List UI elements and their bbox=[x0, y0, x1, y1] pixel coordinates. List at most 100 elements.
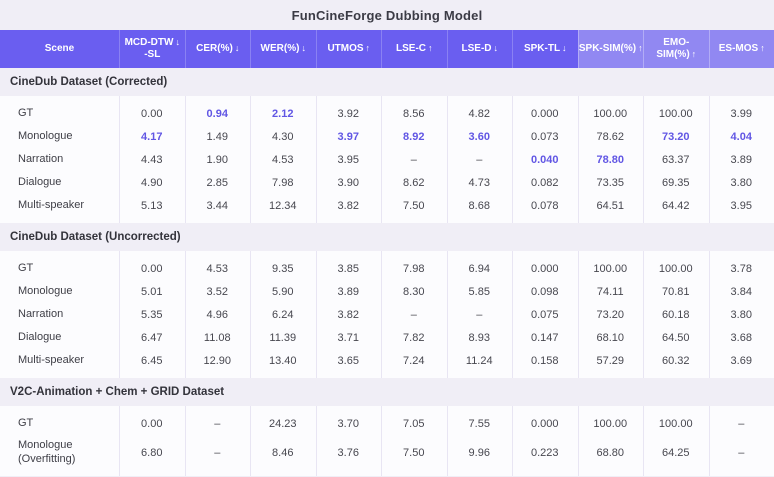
metric-cell-lse-c: 8.56 bbox=[403, 107, 425, 120]
metric-cell-emo-sim: 64.42 bbox=[661, 199, 690, 212]
metric-cell-lse-c: 7.98 bbox=[403, 262, 425, 275]
metric-cell-cer: 11.08 bbox=[203, 331, 231, 344]
table-row-multi-speaker: Multi-speaker 6.45 12.90 13.40 3.65 7.24 11.24… bbox=[0, 349, 774, 372]
metric-cell-emo-sim: 100.00 bbox=[658, 107, 693, 120]
metric-cell-lse-c: 7.24 bbox=[403, 354, 425, 367]
metric-cell-cer: 0.94 bbox=[206, 107, 228, 120]
metric-cell-cer: – bbox=[214, 418, 221, 430]
metric-cell-emo-sim: 100.00 bbox=[658, 262, 693, 275]
metric-cell-lse-c: 8.92 bbox=[403, 130, 425, 143]
metric-cell-utmos: 3.97 bbox=[337, 130, 359, 143]
metric-cell-wer: 11.39 bbox=[269, 331, 297, 344]
metric-cell-lse-d: 4.82 bbox=[468, 107, 490, 120]
metric-cell-lse-c: – bbox=[410, 153, 417, 166]
column-divider bbox=[708, 96, 710, 223]
metric-cell-mcd-dtw: 5.35 bbox=[141, 308, 163, 321]
metric-cell-spk-tl: 0.000 bbox=[530, 107, 559, 120]
column-label: UTMOS ↑ bbox=[327, 43, 371, 54]
column-header-mcd-dtw: MCD-DTW ↓ -SL bbox=[119, 30, 185, 68]
table-row-monologue-overfitting: Monologue (Overfitting) 6.80 – 8.46 3.76 7.50… bbox=[0, 436, 774, 470]
metric-cell-lse-d: 5.85 bbox=[468, 285, 490, 298]
metric-cell-es-mos: 3.99 bbox=[730, 107, 752, 120]
metric-cell-spk-sim: 78.80 bbox=[596, 153, 625, 166]
column-divider bbox=[512, 96, 513, 223]
metric-cell-spk-sim: 73.35 bbox=[596, 176, 625, 189]
column-divider bbox=[315, 406, 317, 476]
scene-cell: Narration bbox=[18, 152, 64, 165]
metric-cell-utmos: 3.92 bbox=[337, 107, 359, 120]
metric-cell-mcd-dtw: 0.00 bbox=[141, 262, 163, 275]
arrow-up-icon: ↑ bbox=[760, 43, 765, 53]
metric-cell-es-mos: 3.68 bbox=[730, 331, 752, 344]
metric-cell-cer: 1.90 bbox=[206, 153, 228, 166]
metric-cell-lse-d: 7.55 bbox=[468, 418, 490, 430]
metric-cell-spk-tl: 0.073 bbox=[530, 130, 559, 143]
metric-cell-lse-d: – bbox=[476, 153, 483, 166]
metric-cell-wer: 9.35 bbox=[272, 262, 294, 275]
section-heading-cinedub-dataset-uncorrected: CineDub Dataset (Uncorrected) bbox=[10, 231, 181, 243]
metric-cell-lse-d: 8.68 bbox=[468, 199, 490, 212]
metric-cell-es-mos: 3.95 bbox=[730, 199, 752, 212]
metric-cell-es-mos: 3.80 bbox=[730, 308, 752, 321]
table-row-dialogue: Dialogue 6.47 11.08 11.39 3.71 7.82 8.93 0.147 6… bbox=[0, 326, 774, 349]
metric-cell-spk-tl: 0.158 bbox=[530, 354, 559, 367]
column-label: EMO-SIM(%) ↑ bbox=[656, 37, 697, 60]
metric-cell-emo-sim: 60.18 bbox=[661, 308, 690, 321]
metric-cell-es-mos: 3.89 bbox=[730, 153, 752, 166]
section-heading-cinedub-dataset-corrected: CineDub Dataset (Corrected) bbox=[10, 76, 168, 88]
column-divider bbox=[577, 251, 579, 378]
section-data-block: GT 0.00 – 24.23 3.70 7.05 7.55 0.000 100.00 100.0… bbox=[0, 406, 774, 476]
arrow-down-icon: ↓ bbox=[562, 43, 567, 53]
metric-cell-spk-sim: 68.10 bbox=[596, 331, 625, 344]
column-divider bbox=[315, 251, 317, 378]
column-divider bbox=[446, 251, 448, 378]
column-divider bbox=[315, 96, 317, 223]
metric-cell-cer: 3.44 bbox=[206, 199, 228, 212]
section-data-block: GT 0.00 4.53 9.35 3.85 7.98 6.94 0.000 100.00 100… bbox=[0, 251, 774, 378]
table-row-multi-speaker: Multi-speaker 5.13 3.44 12.34 3.82 7.50 8.68 0.… bbox=[0, 194, 774, 217]
column-divider bbox=[381, 251, 382, 378]
column-header-emo-sim: EMO-SIM(%) ↑ bbox=[643, 30, 709, 68]
metric-cell-cer: 1.49 bbox=[206, 130, 228, 143]
column-divider bbox=[577, 406, 579, 476]
metric-cell-wer: 2.12 bbox=[272, 107, 294, 120]
metric-cell-mcd-dtw: 4.43 bbox=[141, 153, 163, 166]
metric-cell-wer: 24.23 bbox=[268, 418, 297, 430]
metric-cell-spk-tl: 0.078 bbox=[530, 199, 559, 212]
metric-cell-spk-sim: 100.00 bbox=[593, 262, 628, 275]
column-divider bbox=[250, 406, 251, 476]
metric-cell-lse-c: 7.05 bbox=[403, 418, 425, 430]
metric-cell-mcd-dtw: 4.90 bbox=[141, 176, 163, 189]
table-row-narration: Narration 5.35 4.96 6.24 3.82 – – 0.075 73.20 60.… bbox=[0, 303, 774, 326]
metric-cell-spk-sim: 68.80 bbox=[596, 447, 625, 459]
title-bar: FunCineForge Dubbing Model bbox=[0, 0, 774, 30]
column-divider bbox=[184, 406, 186, 476]
table-row-narration: Narration 4.43 1.90 4.53 3.95 – – 0.040 78.80 63.… bbox=[0, 148, 774, 171]
metric-cell-emo-sim: 69.35 bbox=[661, 176, 690, 189]
metric-cell-lse-c: 8.30 bbox=[403, 285, 425, 298]
table-row-dialogue: Dialogue 4.90 2.85 7.98 3.90 8.62 4.73 0.082 73.… bbox=[0, 171, 774, 194]
metric-cell-spk-sim: 100.00 bbox=[593, 418, 628, 430]
metric-cell-spk-tl: 0.223 bbox=[530, 447, 559, 459]
metric-cell-cer: 2.85 bbox=[206, 176, 228, 189]
section-data-block: GT 0.00 0.94 2.12 3.92 8.56 4.82 0.000 100.00 100… bbox=[0, 96, 774, 223]
scene-cell: Multi-speaker bbox=[18, 198, 85, 211]
metric-cell-utmos: 3.95 bbox=[337, 153, 359, 166]
metric-cell-spk-tl: 0.098 bbox=[530, 285, 559, 298]
metric-cell-spk-tl: 0.000 bbox=[530, 418, 559, 430]
metric-cell-lse-c: – bbox=[410, 308, 417, 321]
column-header-cer: CER(%) ↓ bbox=[184, 30, 250, 68]
metric-cell-wer: 5.90 bbox=[272, 285, 294, 298]
metric-cell-cer: 3.52 bbox=[206, 285, 228, 298]
metric-cell-spk-tl: 0.147 bbox=[530, 331, 559, 344]
arrow-up-icon: ↑ bbox=[365, 43, 371, 53]
metric-cell-wer: 4.53 bbox=[272, 153, 294, 166]
table-header-row: Scene MCD-DTW ↓ -SL CER(%) ↓ WER(%) ↓ UTMOS ↑ LSE-… bbox=[0, 30, 774, 68]
column-divider bbox=[643, 406, 644, 476]
column-divider bbox=[446, 96, 448, 223]
metric-cell-lse-c: 8.62 bbox=[403, 176, 425, 189]
metric-cell-spk-tl: 0.000 bbox=[530, 262, 559, 275]
column-divider bbox=[381, 96, 382, 223]
column-label: WER(%) ↓ bbox=[260, 43, 306, 54]
